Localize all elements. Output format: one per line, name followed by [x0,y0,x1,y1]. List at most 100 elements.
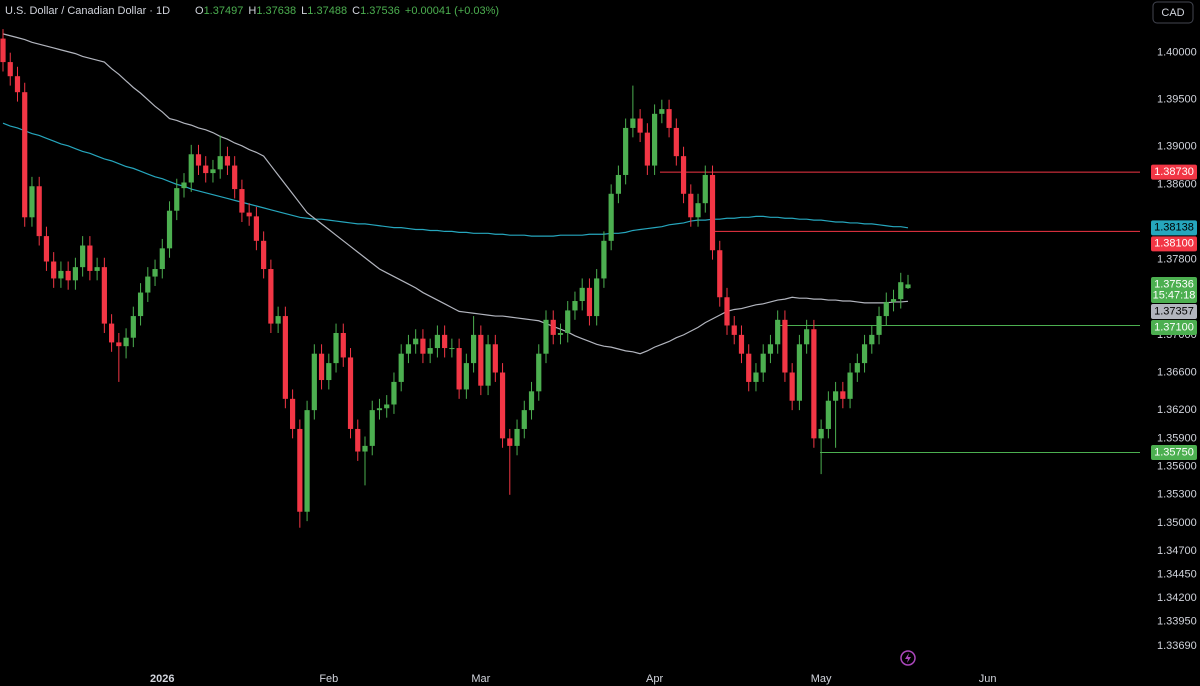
currency-button[interactable]: CAD [1152,1,1194,24]
alert-icon-bolt[interactable] [905,653,911,663]
alert-icon[interactable] [900,650,916,666]
candle-body [709,174,716,251]
price-badge-label: 1.37100 [1154,321,1194,333]
price-badge-label: 1.35750 [1154,446,1194,458]
candle-body [572,301,578,311]
candle [217,135,223,179]
price-badge-box [1151,303,1197,319]
candle [680,146,687,204]
candle [572,291,578,320]
candle-body [311,353,317,411]
candle [499,363,506,448]
candle [7,52,13,86]
candle-body [94,267,100,271]
candle-body [724,297,730,326]
candle-body [854,363,860,373]
candle [51,252,57,288]
candle-body [565,310,571,333]
candle [166,201,173,258]
candle [72,257,78,290]
candle [275,306,281,333]
candle-body [825,400,831,429]
candle [796,334,802,411]
candle-body [499,372,506,439]
candle-body [738,334,745,354]
candle-body [282,316,288,399]
price-badge-box [1151,319,1197,335]
candle-body [246,212,252,217]
y-tick-label: 1.37800 [1157,254,1197,266]
ohlc-letter: O [195,5,204,17]
candle [492,334,498,382]
candle [666,99,672,138]
currency-button-frame[interactable] [1152,1,1194,24]
candle-body [543,319,549,354]
y-tick-label: 1.40000 [1157,47,1197,59]
candle [58,261,64,288]
candle [456,338,462,399]
candle [731,316,737,345]
candle-body [268,269,274,324]
candle [890,289,897,312]
candle-body [109,323,115,343]
candle [485,334,491,396]
candle [550,310,556,345]
candle-body [398,353,404,382]
candle [434,325,440,358]
candle [717,240,723,307]
candle-body [471,334,477,364]
candle-body [876,316,882,335]
candle [507,428,513,495]
alert-icon-ring[interactable] [900,650,916,666]
ohlc-change: +0.00041 (+0.03%) [405,5,499,17]
candle-body [116,342,122,347]
candle-body [376,408,383,411]
ohlc-value: 1.37497 [204,5,244,17]
candle-body [478,334,484,386]
candle [847,363,853,409]
candle-body [861,344,868,364]
candle-body [427,348,433,354]
candle [347,348,354,439]
candle-body [304,410,310,512]
candle [543,310,549,364]
candle-body [80,245,86,268]
candle-body [203,165,209,174]
candle-body [492,344,498,373]
candle [738,325,745,364]
candle [116,333,122,382]
candle [753,363,759,392]
candle-body [760,353,766,373]
countdown-label: 15:47:18 [1153,289,1196,301]
candle-body [485,344,491,386]
currency-label[interactable]: CAD [1161,7,1184,19]
price-badge-label: 1.38730 [1154,166,1194,178]
candle [688,184,694,227]
candle-body [333,333,339,364]
price-badge-box [1151,164,1197,180]
candle [825,391,831,439]
candle [644,123,650,175]
candle [232,156,238,199]
candle [652,104,658,175]
candle-body [217,156,223,170]
candle-body [14,76,21,93]
candle [203,156,209,183]
candle-body [130,316,136,338]
candle [362,436,368,486]
candle-body [43,236,50,262]
price-badge-label: 1.37357 [1154,305,1194,317]
price-badge: 1.38730 [1151,164,1197,180]
candle [804,319,810,354]
candle [369,400,375,456]
moving-average-line [2,33,909,355]
candle [80,236,86,277]
candle [0,29,6,72]
candle-body [65,270,71,281]
candle-body [318,353,325,381]
candle-body [840,391,846,399]
candle-body [87,245,93,271]
candle [695,193,701,227]
candle-body [253,216,259,241]
candle [463,353,469,399]
